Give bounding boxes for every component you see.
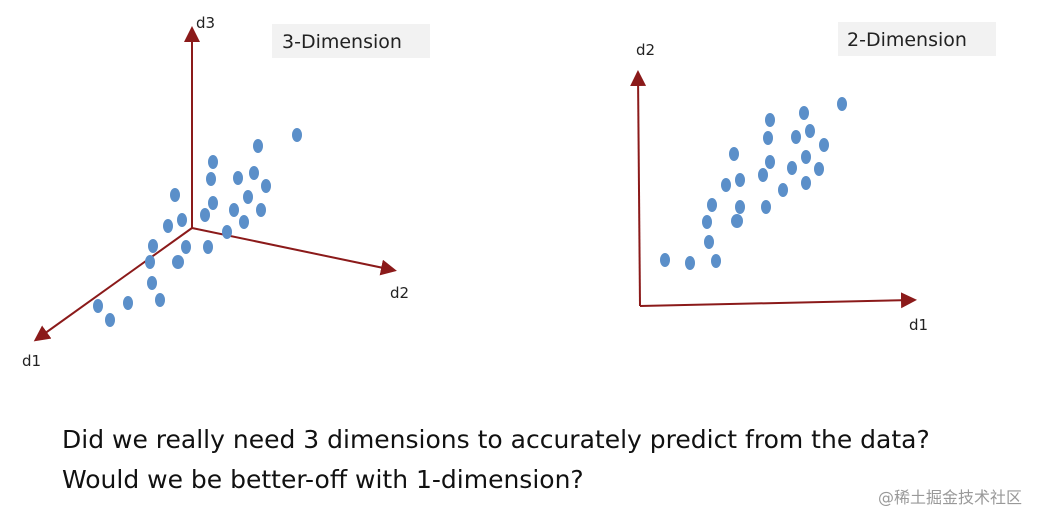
caption: Did we really need 3 dimensions to accur… [62,425,930,454]
points [93,128,302,327]
caption: Would we be better-off with 1-dimension? [62,465,584,494]
panel-title: 2-Dimension [847,29,967,51]
data-point [660,253,670,267]
data-point [208,196,218,210]
data-point [814,162,824,176]
data-point [801,176,811,190]
data-point [787,161,797,175]
data-point [206,172,216,186]
data-point [801,150,811,164]
data-point [791,130,801,144]
data-point [763,131,773,145]
data-point [243,190,253,204]
data-point [155,293,165,307]
data-point [731,214,743,228]
data-point [172,255,184,269]
data-point [819,138,829,152]
points [660,97,847,270]
data-point [778,183,788,197]
data-point [704,235,714,249]
title-box [272,24,430,58]
data-point [837,97,847,111]
data-point [707,198,717,212]
axis-label: d1 [909,316,928,334]
data-point [203,240,213,254]
data-point [177,213,187,227]
data-point [123,296,133,310]
data-point [685,256,695,270]
data-point [721,178,731,192]
data-point [253,139,263,153]
data-point [170,188,180,202]
data-point [765,113,775,127]
data-point [208,155,218,169]
data-point [765,155,775,169]
data-point [93,299,103,313]
data-point [735,173,745,187]
data-point [163,219,173,233]
data-point [256,203,266,217]
data-point [249,166,259,180]
axis-label: d2 [390,284,409,302]
data-point [181,240,191,254]
data-point [145,255,155,269]
data-point [261,179,271,193]
data-point [729,147,739,161]
data-point [233,171,243,185]
panel-2d: d2 d1 2-Dimension [630,22,996,334]
axis-label: d2 [636,41,655,59]
data-point [292,128,302,142]
axis-label: d3 [196,14,215,32]
data-point [229,203,239,217]
data-point [148,239,158,253]
data-point [799,106,809,120]
data-point [239,215,249,229]
panel-title: 3-Dimension [282,31,402,53]
data-point [805,124,815,138]
title-box [838,22,996,56]
axis [191,227,397,276]
data-point [735,200,745,214]
data-point [758,168,768,182]
data-point [105,313,115,327]
data-point [711,254,721,268]
watermark: @稀土掘金技术社区 [878,488,1022,507]
axis [630,70,647,307]
data-point [222,225,232,239]
data-point [200,208,210,222]
data-point [147,276,157,290]
axis [33,227,193,342]
axis-label: d1 [22,352,41,370]
data-point [761,200,771,214]
panel-3d: d3 d2 d1 3-Dimension [22,14,430,370]
axis [639,292,917,309]
data-point [702,215,712,229]
